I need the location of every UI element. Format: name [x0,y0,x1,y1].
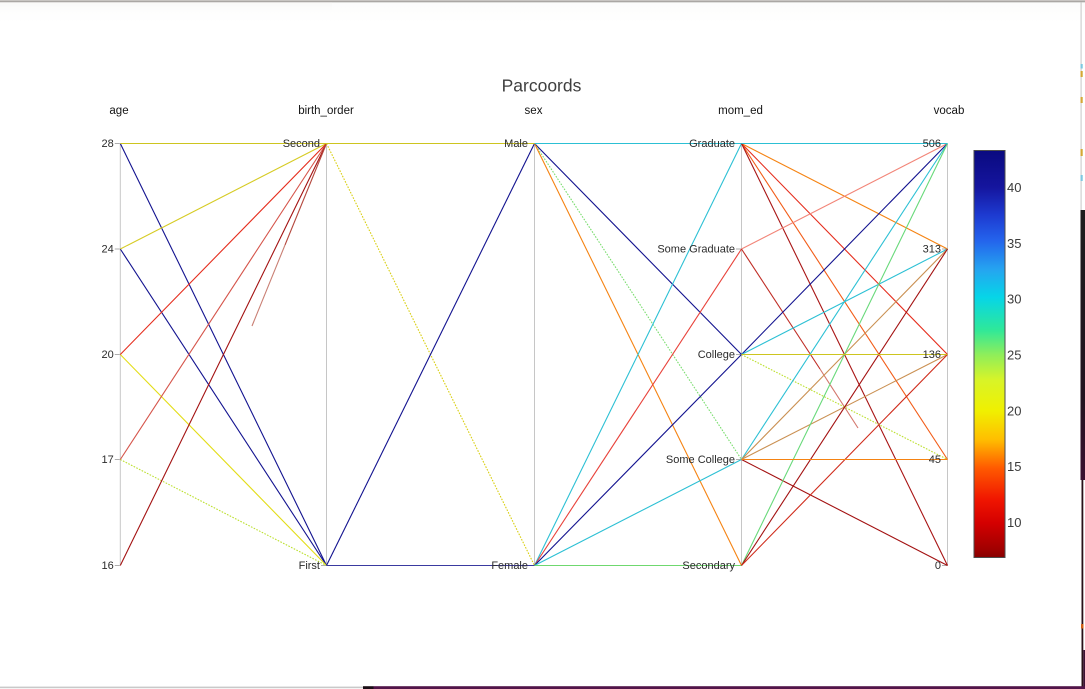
svg-text:24: 24 [102,244,114,256]
svg-text:136: 136 [923,349,941,361]
svg-text:Some College: Some College [666,454,735,466]
svg-text:Female: Female [491,560,528,572]
svg-text:Male: Male [504,138,528,150]
svg-text:506: 506 [923,138,941,150]
svg-text:313: 313 [923,244,941,256]
svg-text:vocab: vocab [934,105,965,117]
svg-text:Second: Second [283,138,320,150]
svg-text:15: 15 [1007,459,1021,474]
svg-text:Some Graduate: Some Graduate [657,244,735,256]
svg-text:45: 45 [929,454,941,466]
svg-text:10: 10 [1007,515,1021,530]
svg-text:age: age [109,105,128,117]
svg-text:20: 20 [1007,403,1021,418]
svg-text:First: First [299,560,320,572]
svg-text:sex: sex [525,105,543,117]
svg-text:30: 30 [1007,292,1021,307]
svg-text:16: 16 [102,560,114,572]
svg-text:Graduate: Graduate [689,138,735,150]
svg-text:20: 20 [102,349,114,361]
svg-text:25: 25 [1007,348,1021,363]
svg-text:28: 28 [102,138,114,150]
svg-text:35: 35 [1007,236,1021,251]
svg-text:17: 17 [102,454,114,466]
svg-text:birth_order: birth_order [298,105,354,117]
svg-text:Secondary: Secondary [682,560,735,572]
svg-text:mom_ed: mom_ed [718,105,763,117]
svg-text:Parcoords: Parcoords [502,76,582,96]
svg-text:0: 0 [935,560,941,572]
svg-text:40: 40 [1007,180,1021,195]
svg-text:College: College [698,349,735,361]
